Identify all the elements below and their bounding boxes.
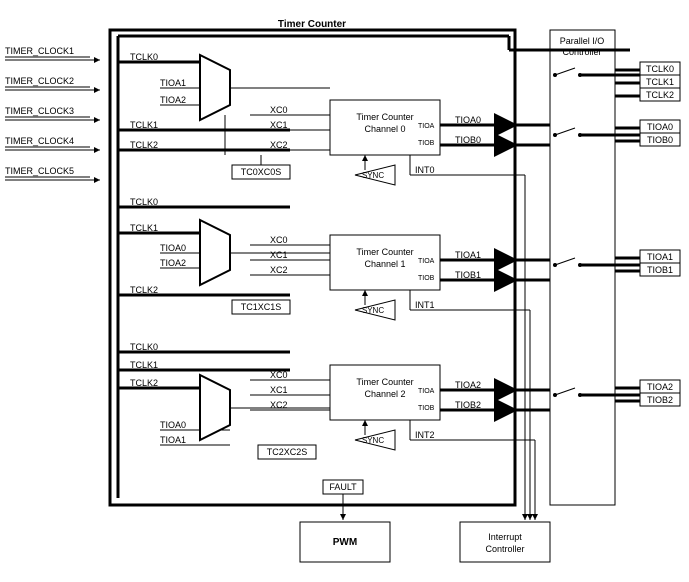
svg-text:TC2XC2S: TC2XC2S [267, 447, 308, 457]
clk4: TIMER_CLOCK5 [5, 166, 100, 180]
pio-controller [550, 30, 615, 505]
clk2: TIMER_CLOCK3 [5, 106, 100, 120]
svg-text:XC2: XC2 [270, 400, 288, 410]
svg-text:TIOA: TIOA [418, 388, 435, 395]
svg-text:Timer Counter: Timer Counter [356, 112, 413, 122]
svg-text:TIOA0: TIOA0 [455, 115, 481, 125]
svg-text:TCLK0: TCLK0 [646, 64, 674, 74]
svg-text:Parallel I/O: Parallel I/O [560, 36, 605, 46]
svg-text:TIOB1: TIOB1 [455, 270, 481, 280]
svg-text:TIOA2: TIOA2 [647, 382, 673, 392]
svg-text:XC1: XC1 [270, 120, 288, 130]
svg-text:TCLK2: TCLK2 [130, 140, 158, 150]
svg-text:TIOA0: TIOA0 [160, 420, 186, 430]
svg-text:TCLK1: TCLK1 [646, 77, 674, 87]
svg-text:TIOA1: TIOA1 [647, 252, 673, 262]
svg-text:TIOB: TIOB [418, 405, 435, 412]
svg-text:Controller: Controller [485, 544, 524, 554]
title: Timer Counter [278, 19, 346, 30]
svg-text:TIOA2: TIOA2 [455, 380, 481, 390]
svg-text:SYNC: SYNC [362, 171, 384, 180]
pin-group-1: TIOA0 TIOB0 [615, 120, 680, 146]
svg-text:TIOB: TIOB [418, 275, 435, 282]
svg-text:TIOA1: TIOA1 [160, 435, 186, 445]
svg-text:INT0: INT0 [415, 165, 435, 175]
svg-text:XC2: XC2 [270, 140, 288, 150]
interrupt-controller [460, 522, 550, 562]
svg-text:TIOA0: TIOA0 [647, 122, 673, 132]
svg-text:XC0: XC0 [270, 105, 288, 115]
svg-text:XC0: XC0 [270, 235, 288, 245]
svg-text:TIOA: TIOA [418, 123, 435, 130]
svg-text:TIOA0: TIOA0 [160, 243, 186, 253]
clk1: TIMER_CLOCK2 [5, 76, 100, 90]
svg-text:TIOA1: TIOA1 [455, 250, 481, 260]
svg-text:Interrupt: Interrupt [488, 532, 522, 542]
svg-text:TCLK0: TCLK0 [130, 197, 158, 207]
svg-text:TCLK2: TCLK2 [130, 285, 158, 295]
svg-text:SYNC: SYNC [362, 306, 384, 315]
clk3: TIMER_CLOCK4 [5, 136, 100, 150]
svg-text:TIMER_CLOCK4: TIMER_CLOCK4 [5, 136, 74, 146]
svg-text:TCLK1: TCLK1 [130, 360, 158, 370]
pin-group-3: TIOA2 TIOB2 [615, 380, 680, 406]
svg-text:Timer Counter: Timer Counter [356, 247, 413, 257]
svg-text:TIOB1: TIOB1 [647, 265, 673, 275]
svg-text:TCLK1: TCLK1 [130, 120, 158, 130]
svg-text:TIMER_CLOCK2: TIMER_CLOCK2 [5, 76, 74, 86]
svg-text:TC1XC1S: TC1XC1S [241, 302, 282, 312]
svg-text:TCLK0: TCLK0 [130, 52, 158, 62]
svg-text:TIOA2: TIOA2 [160, 95, 186, 105]
svg-text:INT1: INT1 [415, 300, 435, 310]
svg-text:TIOA: TIOA [418, 258, 435, 265]
svg-text:TIOA1: TIOA1 [160, 78, 186, 88]
pin-group-0: TCLK0 TCLK1 TCLK2 [615, 62, 680, 101]
svg-text:TCLK1: TCLK1 [130, 223, 158, 233]
svg-text:SYNC: SYNC [362, 436, 384, 445]
svg-text:TIOB0: TIOB0 [455, 135, 481, 145]
svg-text:INT2: INT2 [415, 430, 435, 440]
svg-text:TCLK2: TCLK2 [646, 90, 674, 100]
svg-text:Channel 0: Channel 0 [364, 124, 405, 134]
svg-text:TIMER_CLOCK5: TIMER_CLOCK5 [5, 166, 74, 176]
svg-text:TIOB2: TIOB2 [647, 395, 673, 405]
svg-text:TIMER_CLOCK1: TIMER_CLOCK1 [5, 46, 74, 56]
svg-text:Channel 2: Channel 2 [364, 389, 405, 399]
svg-text:Timer Counter: Timer Counter [356, 377, 413, 387]
svg-text:TCLK0: TCLK0 [130, 342, 158, 352]
svg-text:XC2: XC2 [270, 265, 288, 275]
svg-text:TIOB: TIOB [418, 140, 435, 147]
svg-text:TC0XC0S: TC0XC0S [241, 167, 282, 177]
svg-text:XC0: XC0 [270, 370, 288, 380]
svg-text:PWM: PWM [333, 537, 357, 548]
svg-text:XC1: XC1 [270, 250, 288, 260]
pin-group-2: TIOA1 TIOB1 [615, 250, 680, 276]
svg-text:XC1: XC1 [270, 385, 288, 395]
svg-text:TIOA2: TIOA2 [160, 258, 186, 268]
svg-text:Channel 1: Channel 1 [364, 259, 405, 269]
svg-text:TIOB2: TIOB2 [455, 400, 481, 410]
svg-text:TIMER_CLOCK3: TIMER_CLOCK3 [5, 106, 74, 116]
svg-text:FAULT: FAULT [329, 482, 357, 492]
clock-inputs: TIMER_CLOCK1 TIMER_CLOCK2 TIMER_CLOCK3 T… [5, 46, 100, 180]
svg-text:TCLK2: TCLK2 [130, 378, 158, 388]
clk0: TIMER_CLOCK1 [5, 46, 100, 60]
svg-text:TIOB0: TIOB0 [647, 135, 673, 145]
